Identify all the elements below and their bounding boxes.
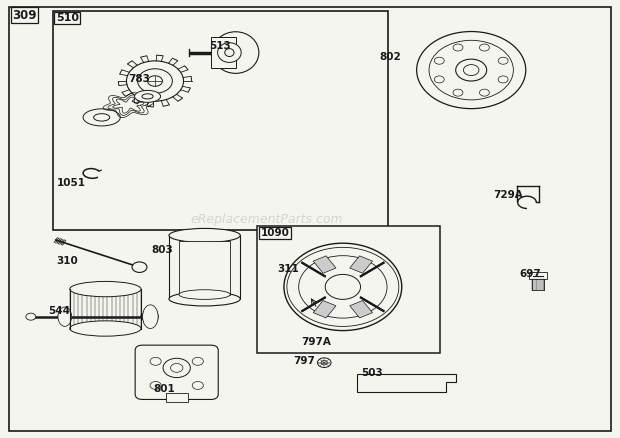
Text: 801: 801 (153, 384, 175, 394)
Ellipse shape (58, 307, 72, 326)
Text: 513: 513 (209, 41, 231, 51)
Circle shape (317, 358, 331, 367)
Circle shape (453, 89, 463, 96)
Circle shape (192, 381, 203, 389)
Circle shape (498, 76, 508, 83)
Text: 311: 311 (277, 265, 299, 274)
Text: eReplacementParts.com: eReplacementParts.com (190, 212, 343, 226)
Circle shape (325, 274, 361, 300)
Ellipse shape (69, 282, 141, 297)
Ellipse shape (143, 307, 158, 327)
Circle shape (148, 76, 162, 86)
Text: 802: 802 (379, 52, 402, 62)
Ellipse shape (169, 292, 241, 306)
Text: 309: 309 (12, 9, 37, 22)
Ellipse shape (142, 94, 153, 99)
Ellipse shape (94, 114, 110, 121)
Bar (313, 300, 336, 318)
Ellipse shape (69, 321, 141, 336)
Circle shape (434, 57, 444, 64)
Circle shape (456, 59, 487, 81)
Ellipse shape (58, 310, 72, 323)
Circle shape (138, 69, 172, 93)
Ellipse shape (218, 43, 241, 63)
Circle shape (26, 313, 36, 320)
Bar (211, 37, 236, 68)
Ellipse shape (224, 49, 234, 57)
Text: 697: 697 (519, 269, 541, 279)
Bar (53, 11, 388, 230)
FancyBboxPatch shape (135, 345, 218, 399)
Circle shape (192, 357, 203, 365)
Text: 1051: 1051 (57, 178, 86, 188)
Ellipse shape (212, 32, 259, 74)
Ellipse shape (135, 90, 161, 102)
Text: 797A: 797A (301, 337, 331, 346)
Circle shape (150, 381, 161, 389)
Text: 544: 544 (48, 306, 70, 316)
Ellipse shape (169, 229, 241, 243)
Text: 310: 310 (56, 256, 78, 265)
Circle shape (498, 57, 508, 64)
Circle shape (163, 358, 190, 378)
Circle shape (417, 32, 526, 109)
Bar (350, 256, 373, 273)
Text: 510: 510 (56, 13, 79, 23)
Text: 783: 783 (128, 74, 151, 84)
Circle shape (453, 44, 463, 51)
Bar (166, 393, 188, 402)
Ellipse shape (179, 290, 230, 300)
Circle shape (479, 89, 489, 96)
Circle shape (126, 61, 184, 101)
Bar (179, 240, 230, 295)
Text: 797: 797 (293, 357, 315, 366)
Circle shape (463, 65, 479, 76)
Bar (169, 236, 241, 299)
Bar (350, 300, 373, 318)
Ellipse shape (143, 310, 158, 324)
Text: 1090: 1090 (260, 228, 290, 238)
Circle shape (321, 360, 327, 365)
Circle shape (434, 76, 444, 83)
Circle shape (141, 313, 151, 320)
Text: 803: 803 (151, 245, 174, 254)
Bar (529, 272, 547, 279)
Circle shape (479, 44, 489, 51)
Ellipse shape (143, 305, 158, 328)
Polygon shape (356, 374, 456, 392)
Text: 729A: 729A (494, 190, 523, 200)
Bar (257, 226, 440, 353)
Circle shape (132, 262, 147, 272)
Circle shape (429, 40, 513, 100)
Text: 503: 503 (361, 368, 383, 378)
Bar (313, 256, 336, 273)
Circle shape (150, 357, 161, 365)
Circle shape (170, 364, 183, 372)
Ellipse shape (83, 109, 120, 126)
